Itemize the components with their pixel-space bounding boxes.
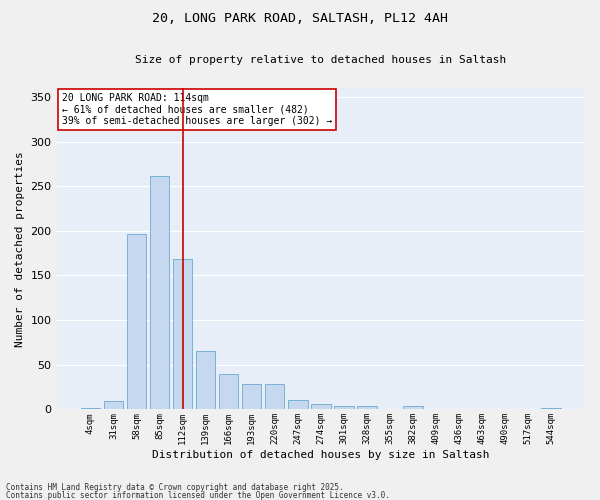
Bar: [311, 404, 331, 409]
Bar: [265, 384, 284, 409]
Bar: [334, 406, 353, 409]
Bar: [357, 406, 377, 409]
Title: Size of property relative to detached houses in Saltash: Size of property relative to detached ho…: [135, 55, 506, 65]
Bar: [541, 408, 561, 410]
Text: Contains HM Land Registry data © Crown copyright and database right 2025.: Contains HM Land Registry data © Crown c…: [6, 484, 344, 492]
Y-axis label: Number of detached properties: Number of detached properties: [15, 151, 25, 346]
Bar: [149, 176, 169, 410]
Bar: [242, 384, 262, 409]
Bar: [127, 234, 146, 410]
Bar: [173, 258, 193, 410]
Text: Contains public sector information licensed under the Open Government Licence v3: Contains public sector information licen…: [6, 490, 390, 500]
Bar: [196, 352, 215, 410]
Bar: [403, 406, 423, 409]
Bar: [104, 402, 123, 409]
Text: 20 LONG PARK ROAD: 114sqm
← 61% of detached houses are smaller (482)
39% of semi: 20 LONG PARK ROAD: 114sqm ← 61% of detac…: [62, 93, 332, 126]
Bar: [219, 374, 238, 410]
Text: 20, LONG PARK ROAD, SALTASH, PL12 4AH: 20, LONG PARK ROAD, SALTASH, PL12 4AH: [152, 12, 448, 26]
X-axis label: Distribution of detached houses by size in Saltash: Distribution of detached houses by size …: [152, 450, 490, 460]
Bar: [80, 408, 100, 410]
Bar: [288, 400, 308, 409]
